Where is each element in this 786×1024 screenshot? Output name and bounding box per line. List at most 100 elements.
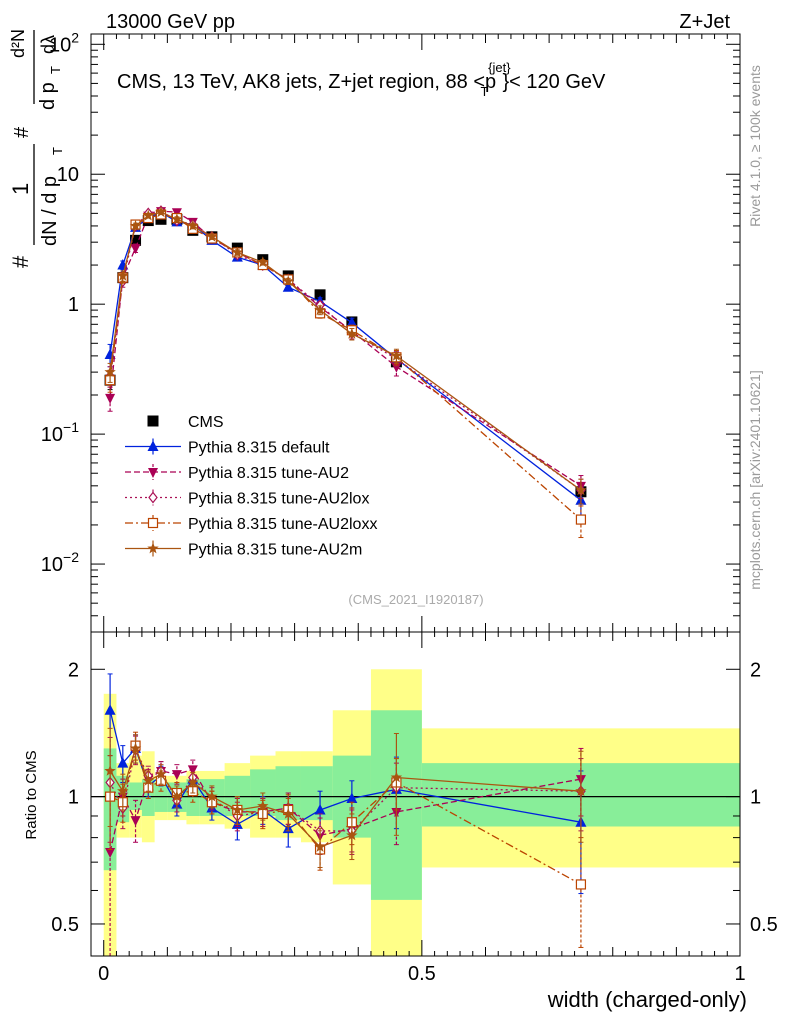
data-point (346, 327, 358, 339)
legend-marker (148, 468, 158, 478)
header-right-label: Z+Jet (679, 11, 730, 33)
data-point (104, 366, 116, 377)
data-point (314, 803, 326, 815)
y-tick-exp: 2 (71, 29, 79, 45)
data-point (130, 234, 142, 246)
y-tick-base: 10 (41, 554, 63, 576)
ratio-y-tick-label-right: 0.5 (750, 914, 778, 936)
main-ylabel: # 1 dN / d p T # d²N d p T dλ (8, 29, 65, 268)
data-point (155, 206, 167, 218)
ylabel-dn-dpt: dN / d p (39, 176, 61, 246)
main-title: CMS, 13 TeV, AK8 jets, Z+jet region, 88 … (117, 60, 606, 99)
data-point (390, 771, 403, 783)
legend-marker (147, 440, 159, 451)
data-point (171, 770, 182, 781)
data-point (231, 804, 243, 815)
ylabel-dlambda: dλ (38, 35, 58, 54)
ratio-y-tick-label: 1 (68, 787, 79, 809)
main-series-pythia-8-315-tune-au2 (105, 207, 586, 499)
data-point (346, 316, 358, 328)
data-point (187, 776, 199, 788)
legend: CMS Pythia 8.315 default Pythia 8.315 tune… (125, 414, 377, 559)
legend-label: Pythia 8.315 tune-AU2lox (188, 491, 369, 508)
series-line (109, 211, 582, 491)
legend-entry: Pythia 8.315 tune-AU2 (125, 464, 349, 482)
data-point (187, 219, 199, 231)
main-data (104, 205, 587, 539)
ylabel-dpt: d p (37, 82, 59, 110)
data-point (104, 764, 116, 776)
data-point (231, 246, 243, 258)
data-point (282, 281, 294, 292)
legend-marker (147, 517, 159, 529)
ratio-y-tick-label-right: 1 (750, 787, 761, 809)
legend-entry: Pythia 8.315 tune-AU2lox (125, 489, 369, 508)
data-point (105, 393, 116, 404)
y-tick-base: 10 (41, 424, 63, 446)
y-tick-label: 102 (49, 29, 79, 56)
y-tick-base: 10 (49, 34, 71, 56)
data-point (104, 704, 116, 715)
main-title-text: CMS, 13 TeV, AK8 jets, Z+jet region, 88 … (117, 60, 606, 99)
ratio-series-pythia-8-315-tune-au2m (104, 727, 587, 868)
y-tick-label: 10 (57, 164, 79, 186)
main-series-cms (104, 213, 587, 499)
data-point (346, 792, 358, 803)
ratio-panel: 0.5 0.5 1 1 2 2 0 0.5 1 (51, 631, 778, 985)
ylabel-hash-1: # (8, 255, 33, 268)
data-point (282, 808, 294, 819)
ratio-y-tick-label: 2 (68, 659, 79, 681)
data-point (155, 768, 167, 779)
legend-entry: Pythia 8.315 tune-AU2m (125, 540, 362, 559)
data-point (130, 816, 141, 827)
y-tick-label: 1 (68, 294, 79, 316)
main-series-pythia-8-315-tune-au2loxx (104, 209, 587, 539)
title-part-sup: {jet} (488, 60, 511, 75)
data-point (171, 790, 183, 802)
data-point (575, 484, 587, 496)
y-tick-label: 10−1 (41, 419, 79, 446)
ylabel-t-sub-1: T (50, 147, 65, 155)
legend-marker (147, 542, 159, 554)
ratio-y-tick-label: 0.5 (51, 914, 79, 936)
ylabel-d2n: d²N (8, 29, 28, 58)
data-point (117, 757, 129, 768)
ratio-y-tick-label-right: 2 (750, 659, 761, 681)
data-point (206, 790, 218, 802)
data-point (142, 774, 154, 786)
data-point (314, 304, 326, 315)
ylabel-t-sub-2: T (48, 66, 63, 74)
data-point (171, 213, 183, 225)
rivet-version-label: Rivet 4.1.0, ≥ 100k events (747, 65, 763, 227)
legend-label: Pythia 8.315 tune-AU2 (188, 465, 349, 482)
title-part-sub: T (481, 84, 489, 99)
x-axis-label: width (charged-only) (547, 987, 747, 1012)
data-point (575, 514, 587, 525)
legend-marker (148, 491, 158, 504)
x-tick-label: 1 (734, 963, 745, 985)
data-point (282, 275, 294, 287)
ylabel-hash-2: # (11, 126, 33, 138)
data-point (117, 269, 129, 281)
data-point (105, 847, 116, 858)
x-tick-label: 0.5 (408, 963, 436, 985)
data-point (314, 289, 326, 301)
x-tick-label: 0 (98, 963, 109, 985)
data-point (129, 742, 142, 754)
legend-entry: Pythia 8.315 tune-AU2loxx (125, 515, 377, 533)
data-point (390, 349, 403, 361)
title-part-end: }< 120 GeV (503, 71, 607, 93)
data-point (117, 785, 129, 796)
title-part-1: CMS, 13 TeV, AK8 jets, Z+jet region, 88 … (117, 71, 496, 93)
data-point (142, 209, 154, 221)
data-point (575, 785, 587, 796)
header-left-label: 13000 GeV pp (106, 11, 235, 33)
series-line (109, 210, 582, 487)
ylabel-one: 1 (8, 183, 33, 195)
ratio-data (91, 669, 740, 956)
data-point (257, 256, 269, 268)
y-tick-exp: −1 (63, 419, 79, 435)
data-point (130, 244, 141, 255)
legend-label: CMS (188, 414, 224, 431)
